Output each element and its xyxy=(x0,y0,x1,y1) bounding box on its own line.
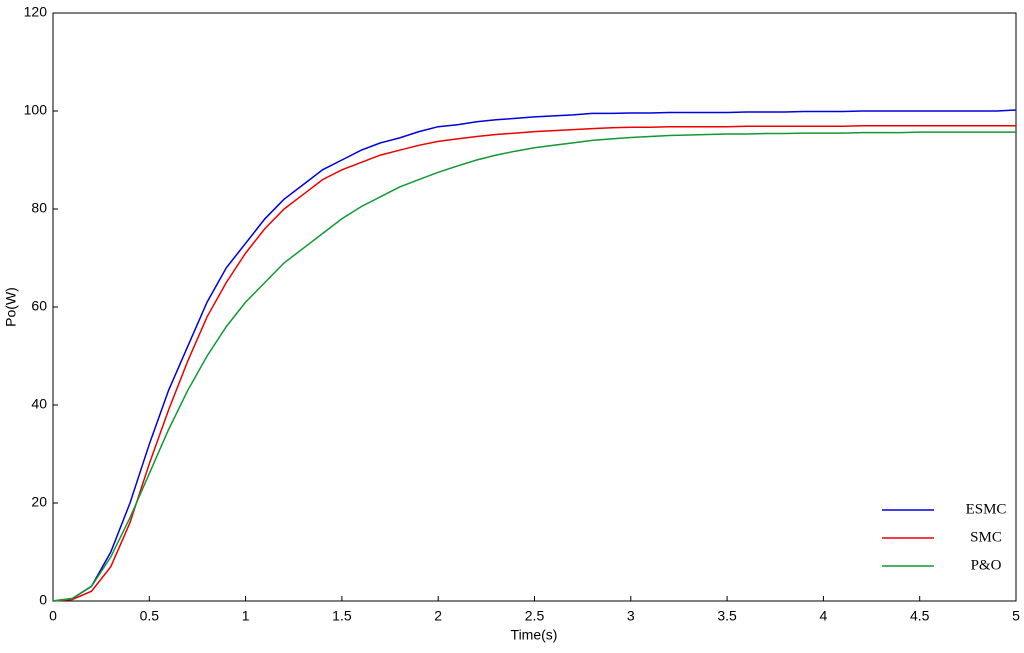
x-tick-label: 0 xyxy=(49,608,57,624)
y-tick-label: 0 xyxy=(39,592,47,608)
y-tick-label: 20 xyxy=(31,494,47,510)
legend-label: SMC xyxy=(970,529,1002,545)
legend-label: P&O xyxy=(971,557,1002,573)
x-tick-label: 1.5 xyxy=(332,608,352,624)
y-tick-label: 80 xyxy=(31,200,47,216)
y-tick-label: 100 xyxy=(24,102,48,118)
y-axis-label: Po(W) xyxy=(3,287,19,327)
plot-frame xyxy=(52,12,1017,602)
x-tick-label: 0.5 xyxy=(140,608,160,624)
y-tick-label: 60 xyxy=(31,298,47,314)
line-series xyxy=(52,124,1016,602)
x-axis-label: Time(s) xyxy=(511,627,558,643)
x-tick-label: 4 xyxy=(820,608,828,624)
x-tick-label: 5 xyxy=(1012,608,1020,624)
y-tick-label: 120 xyxy=(24,4,48,20)
line-series xyxy=(52,131,1016,602)
y-tick-label: 40 xyxy=(31,396,47,412)
line-series xyxy=(52,109,1017,602)
x-tick-label: 2.5 xyxy=(525,608,545,624)
x-tick-label: 2 xyxy=(434,608,442,624)
x-tick-label: 4.5 xyxy=(910,608,930,624)
x-tick-label: 3.5 xyxy=(717,608,737,624)
x-tick-label: 3 xyxy=(627,608,635,624)
legend-label: ESMC xyxy=(966,501,1007,517)
x-tick-label: 1 xyxy=(242,608,250,624)
